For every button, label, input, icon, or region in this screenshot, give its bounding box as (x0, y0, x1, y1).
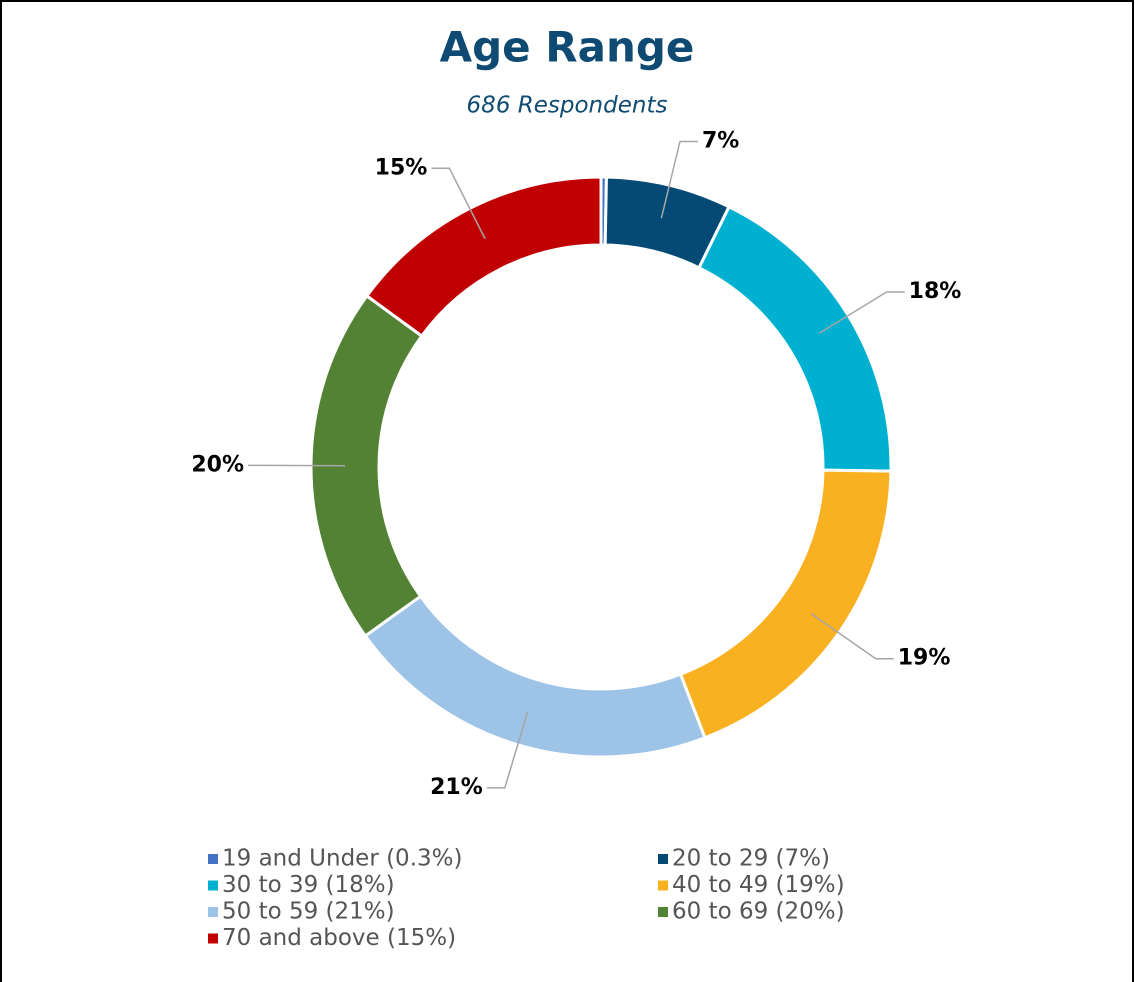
leader-line (660, 140, 698, 219)
legend-swatch (208, 854, 218, 864)
legend-label: 19 and Under (0.3%) (222, 846, 462, 872)
legend-label: 40 to 49 (19%) (672, 872, 845, 898)
data-label: 19% (898, 646, 951, 671)
donut-slice (697, 204, 893, 473)
data-label: 20% (191, 452, 244, 477)
legend-swatch (208, 933, 218, 944)
legend-swatch (208, 907, 218, 917)
chart-title: Age Range (440, 23, 695, 72)
donut-slice (363, 594, 707, 759)
leader-line (486, 711, 529, 789)
legend-swatch (658, 880, 668, 891)
legend-label: 20 to 29 (7%) (672, 846, 830, 872)
legend-label: 30 to 39 (18%) (222, 872, 395, 898)
data-label: 7% (702, 128, 739, 153)
leader-line (810, 612, 894, 660)
legend-label: 70 and above (15%) (222, 925, 456, 951)
donut-slice (678, 468, 893, 740)
legend-swatch (658, 907, 668, 917)
leader-line (431, 167, 486, 240)
data-label: 15% (375, 155, 428, 180)
chart-subtitle: 686 Respondents (467, 93, 668, 119)
legend-label: 60 to 69 (20%) (672, 899, 845, 925)
data-label: 18% (909, 279, 962, 304)
donut-slice (364, 175, 603, 339)
data-label: 21% (430, 775, 483, 800)
leader-line (818, 291, 905, 334)
legend-swatch (658, 854, 668, 864)
legend-swatch (208, 880, 218, 891)
legend-label: 50 to 59 (21%) (222, 899, 395, 925)
